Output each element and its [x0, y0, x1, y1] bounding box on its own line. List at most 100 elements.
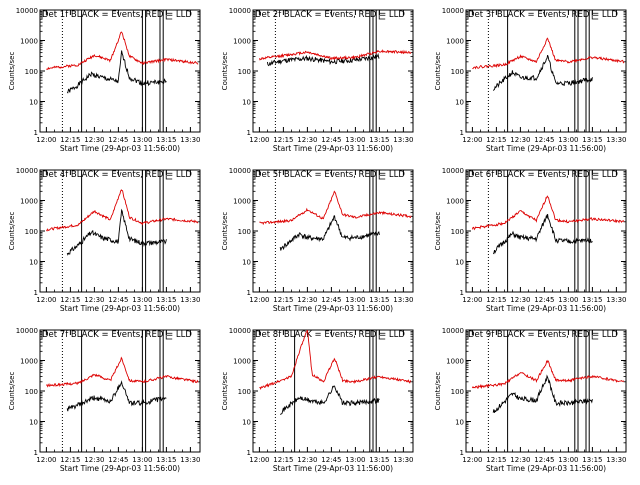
y-tick-label: 1 — [34, 449, 38, 457]
lld-series-line — [46, 356, 199, 388]
chart-title: Det 8f BLACK = Events, RED = LLD — [255, 330, 405, 340]
y-tick-label: 1 — [247, 289, 251, 297]
x-axis-label: Start Time (29-Apr-03 11:56:00) — [486, 464, 606, 473]
y-tick-label: 10 — [242, 99, 251, 107]
y-axis-label: Counts/sec — [221, 52, 229, 91]
chart-title: Det 3f BLACK = Events, RED = LLD — [468, 10, 618, 20]
y-tick-label: 10000 — [229, 327, 251, 335]
y-tick-label: 1 — [34, 129, 38, 137]
plot-frame — [465, 169, 627, 293]
y-axis-label: Counts/sec — [221, 212, 229, 251]
y-tick-label: 10 — [29, 419, 38, 427]
x-tick-label: 12:00 — [249, 296, 269, 304]
y-tick-label: 10 — [242, 259, 251, 267]
x-tick-label: 12:30 — [510, 136, 530, 144]
x-tick-label: 13:15 — [369, 456, 389, 464]
y-tick-label: 10 — [455, 419, 464, 427]
x-axis-label: Start Time (29-Apr-03 11:56:00) — [60, 144, 180, 153]
plot-frame — [39, 329, 201, 453]
lld-series-line — [258, 49, 412, 61]
x-tick-label: 13:30 — [606, 456, 626, 464]
events-series-line — [279, 215, 380, 251]
x-tick-label: 12:15 — [60, 456, 80, 464]
x-tick-label: 12:00 — [462, 136, 482, 144]
x-axis-label: Start Time (29-Apr-03 11:56:00) — [60, 464, 180, 473]
y-axis-label: Counts/sec — [8, 212, 16, 251]
events-series-line — [492, 54, 593, 91]
chart-title: Det 1f BLACK = Events, RED = LLD — [42, 10, 192, 20]
x-tick-label: 13:30 — [393, 296, 413, 304]
x-tick-label: 13:00 — [345, 296, 365, 304]
chart-panel-5: Det 5f BLACK = Events, RED = LLD 1 10 100 10… — [221, 167, 414, 313]
y-tick-label: 100 — [451, 68, 464, 76]
x-tick-label: 13:15 — [582, 136, 602, 144]
marker-bracket — [378, 331, 386, 340]
y-tick-label: 100 — [25, 228, 38, 236]
chart-title: Det 7f BLACK = Events, RED = LLD — [42, 330, 192, 340]
x-tick-label: 13:30 — [606, 296, 626, 304]
marker-bracket — [591, 331, 599, 340]
y-tick-label: 10000 — [229, 7, 251, 15]
chart-title: Det 6f BLACK = Events, RED = LLD — [468, 170, 618, 180]
y-tick-label: 10 — [455, 259, 464, 267]
y-axis-label: Counts/sec — [434, 52, 442, 91]
x-tick-label: 12:00 — [36, 456, 56, 464]
x-tick-label: 13:15 — [156, 296, 176, 304]
events-series-line — [66, 50, 167, 94]
x-tick-label: 12:45 — [108, 456, 128, 464]
marker-bracket — [165, 331, 173, 340]
x-tick-label: 12:15 — [60, 296, 80, 304]
x-tick-label: 12:15 — [273, 296, 293, 304]
x-tick-label: 12:45 — [534, 456, 554, 464]
lld-series-line — [471, 359, 625, 390]
x-tick-label: 12:30 — [297, 296, 317, 304]
y-tick-label: 1000 — [446, 358, 464, 366]
x-tick-label: 12:00 — [249, 456, 269, 464]
x-tick-label: 13:15 — [582, 296, 602, 304]
y-tick-label: 100 — [451, 228, 464, 236]
x-tick-label: 12:30 — [510, 296, 530, 304]
y-tick-label: 10 — [242, 419, 251, 427]
x-tick-label: 13:30 — [393, 456, 413, 464]
x-tick-label: 12:30 — [84, 136, 104, 144]
y-tick-label: 100 — [25, 68, 38, 76]
y-tick-label: 10000 — [442, 327, 464, 335]
y-tick-label: 10 — [455, 99, 464, 107]
x-tick-label: 12:15 — [273, 456, 293, 464]
x-tick-label: 12:30 — [84, 296, 104, 304]
y-tick-label: 1 — [247, 449, 251, 457]
x-tick-label: 13:15 — [156, 456, 176, 464]
y-tick-label: 100 — [238, 388, 251, 396]
x-tick-label: 13:30 — [606, 136, 626, 144]
x-tick-label: 12:30 — [297, 456, 317, 464]
marker-bracket — [591, 11, 599, 20]
y-tick-label: 1000 — [20, 358, 38, 366]
x-tick-label: 12:15 — [486, 296, 506, 304]
y-axis-label: Counts/sec — [434, 372, 442, 411]
y-tick-label: 1 — [460, 129, 464, 137]
y-tick-label: 1000 — [20, 38, 38, 46]
chart-panel-1: Det 1f BLACK = Events, RED = LLD 1 10 100 10… — [8, 7, 201, 153]
x-axis-label: Start Time (29-Apr-03 11:56:00) — [486, 144, 606, 153]
marker-bracket — [591, 171, 599, 180]
chart-panel-2: Det 2f BLACK = Events, RED = LLD 1 10 100 10… — [221, 7, 414, 153]
x-tick-label: 12:30 — [510, 456, 530, 464]
x-tick-label: 13:00 — [345, 456, 365, 464]
x-tick-label: 13:15 — [369, 136, 389, 144]
marker-bracket — [378, 171, 386, 180]
x-tick-label: 12:00 — [462, 456, 482, 464]
x-tick-label: 12:00 — [36, 296, 56, 304]
y-axis-label: Counts/sec — [434, 212, 442, 251]
x-tick-label: 13:15 — [369, 296, 389, 304]
y-tick-label: 10000 — [16, 327, 38, 335]
lld-series-line — [46, 189, 199, 232]
x-tick-label: 13:00 — [132, 296, 152, 304]
y-tick-label: 10000 — [16, 167, 38, 175]
x-tick-label: 12:15 — [486, 456, 506, 464]
y-tick-label: 100 — [25, 388, 38, 396]
x-tick-label: 12:00 — [462, 296, 482, 304]
plot-frame — [252, 169, 414, 293]
x-axis-label: Start Time (29-Apr-03 11:56:00) — [273, 304, 393, 313]
